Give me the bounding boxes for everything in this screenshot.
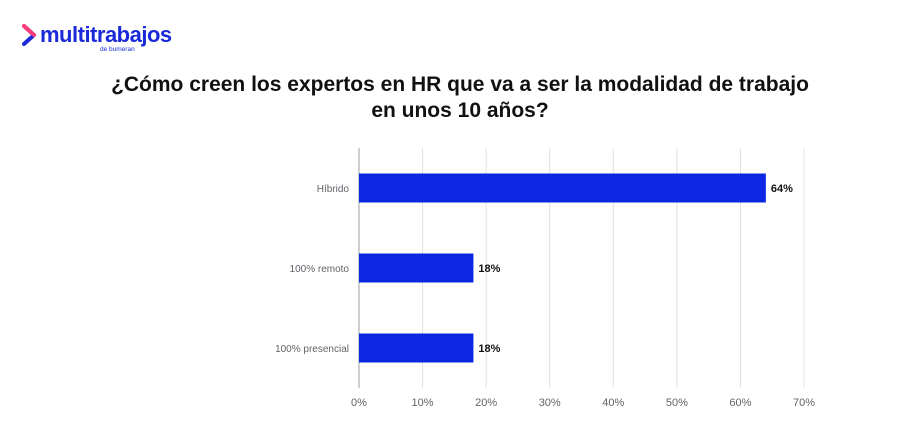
category-label: 100% remoto [290,264,350,275]
x-tick-label: 60% [729,397,751,409]
chart-title: ¿Cómo creen los expertos en HR que va a … [111,73,809,122]
brand-sub: de bumeran [100,46,135,53]
category-label: Híbrido [317,184,350,195]
x-tick-label: 0% [351,397,367,409]
x-tick-label: 70% [793,397,815,409]
data-label: 18% [478,343,500,355]
data-label: 18% [478,263,500,275]
bar [359,173,766,203]
bar [359,333,474,363]
x-tick-label: 20% [475,397,497,409]
bar [359,253,474,283]
brand-name: multitrabajos [40,22,172,47]
x-tick-label: 10% [412,397,434,409]
chevron-right-icon [22,24,36,46]
category-label: 100% presencial [275,344,349,355]
x-tick-label: 50% [666,397,688,409]
x-tick-label: 40% [602,397,624,409]
x-tick-label: 30% [539,397,561,409]
data-label: 64% [771,183,793,195]
